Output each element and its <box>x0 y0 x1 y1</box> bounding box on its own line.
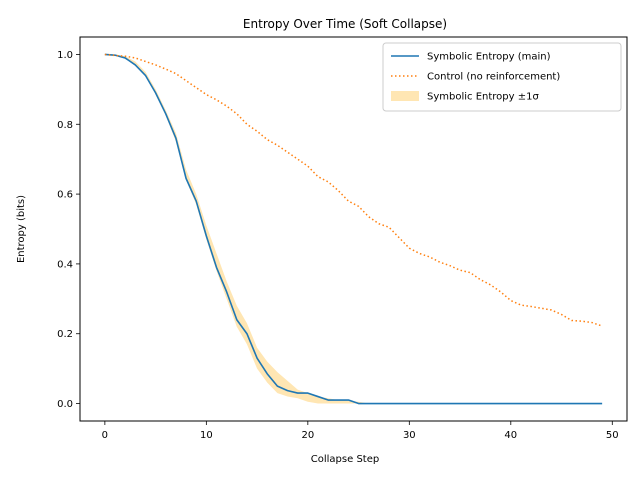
x-tick-label: 20 <box>301 430 314 441</box>
x-tick-label: 30 <box>403 430 416 441</box>
x-axis-label: Collapse Step <box>311 454 379 465</box>
legend-label-band-0: Symbolic Entropy ±1σ <box>427 92 539 103</box>
chart-title: Entropy Over Time (Soft Collapse) <box>243 17 447 31</box>
x-tick-label: 40 <box>504 430 517 441</box>
axes-frame <box>79 36 628 422</box>
x-tick-label: 50 <box>606 430 619 441</box>
legend-label-0: Symbolic Entropy (main) <box>427 52 551 63</box>
y-tick-label: 0.6 <box>57 190 73 201</box>
legend-swatch-band-0 <box>391 91 419 101</box>
plot-area <box>104 53 603 405</box>
y-tick-label: 0.4 <box>57 259 73 270</box>
series-line-1 <box>104 53 603 327</box>
axis-ticks: 0 10 20 30 40 50 0.0 0.2 0.4 0.6 0.8 1.0 <box>57 50 619 441</box>
y-tick-label: 0.0 <box>57 399 73 410</box>
y-tick-label: 0.8 <box>57 120 73 131</box>
y-tick-label: 0.2 <box>57 329 73 340</box>
legend-label-1: Control (no reinforcement) <box>427 72 560 83</box>
x-tick-label: 10 <box>200 430 213 441</box>
legend-box <box>382 42 622 112</box>
series-line-0 <box>104 53 603 405</box>
legend: Symbolic Entropy (main) Control (no reinf… <box>382 42 622 112</box>
y-tick-label: 1.0 <box>57 50 73 61</box>
y-axis-label: Entropy (bits) <box>16 195 27 263</box>
x-tick-label: 0 <box>102 430 108 441</box>
